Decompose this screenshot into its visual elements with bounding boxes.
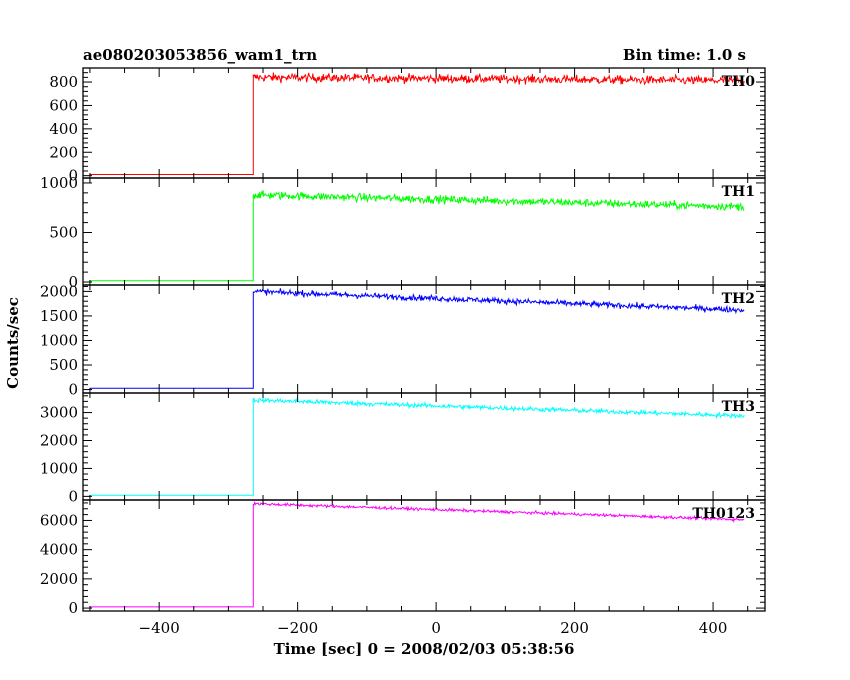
y-tick-label: 500 <box>49 356 78 374</box>
y-tick-label: 6000 <box>40 511 78 529</box>
lightcurve-th0 <box>89 72 745 175</box>
panel-name-th1: TH1 <box>722 184 755 200</box>
y-tick-label: 0 <box>68 167 78 185</box>
x-tick-label: 0 <box>431 619 441 637</box>
y-tick-label: 200 <box>49 143 78 161</box>
panel-frame <box>82 499 766 612</box>
chart-title: ae080203053856_wam1_trn <box>83 46 317 64</box>
y-tick-label: 0 <box>68 487 78 505</box>
y-tick-label: 0 <box>68 273 78 291</box>
panel-th2: 0 500 1000 1500 2000 TH2 <box>40 282 766 399</box>
x-axis-title: Time [sec] 0 = 2008/02/03 05:38:56 <box>274 640 575 658</box>
y-tick-label: 600 <box>49 96 78 114</box>
y-tick-label: 400 <box>49 120 78 138</box>
y-tick-label: 1500 <box>40 307 78 325</box>
panel-name-th0: TH0 <box>722 74 756 90</box>
x-tick-label: −200 <box>277 619 318 637</box>
panel-name-th0123: TH0123 <box>692 506 755 522</box>
y-tick-label: 500 <box>49 223 78 241</box>
panel-th0123: 0 2000 4000 6000 TH0123 <box>40 499 766 617</box>
y-tick-label: 1000 <box>40 331 78 349</box>
y-tick-label: 2000 <box>40 282 78 300</box>
y-tick-label: 1000 <box>40 174 78 192</box>
lightcurve-th2 <box>89 287 745 389</box>
panel-frame <box>82 392 766 501</box>
y-tick-label: 2000 <box>40 570 78 588</box>
x-tick-label: 200 <box>560 619 589 637</box>
panel-th3: 0 1000 2000 3000 TH3 <box>40 392 766 505</box>
y-tick-label: 800 <box>49 73 78 91</box>
lightcurve-th1 <box>89 190 745 282</box>
panel-frame <box>82 67 766 179</box>
panel-name-th2: TH2 <box>722 291 755 307</box>
y-tick-label: 4000 <box>40 541 78 559</box>
lightcurve-th0123 <box>89 500 745 608</box>
panel-frame <box>82 177 766 286</box>
y-axis-title: Counts/sec <box>4 297 22 389</box>
y-tick-label: 2000 <box>40 431 78 449</box>
panel-frame <box>82 284 766 394</box>
y-tick-label: 0 <box>68 381 78 399</box>
panel-name-th3: TH3 <box>722 399 755 415</box>
y-tick-label: 3000 <box>40 404 78 422</box>
panel-th1: 0 500 1000 TH1 <box>40 174 766 291</box>
y-tick-label: 1000 <box>40 459 78 477</box>
x-tick-label: 400 <box>699 619 728 637</box>
panel-th0: 0 200 400 600 800 TH0 <box>49 67 766 185</box>
bin-time-label: Bin time: 1.0 s <box>623 46 746 64</box>
y-tick-label: 0 <box>68 599 78 617</box>
lightcurve-th3 <box>89 396 745 496</box>
panels: 0 200 400 600 800 TH0 0 500 1000 TH1 0 500 1000 1500 2… <box>40 67 766 637</box>
x-tick-label: −400 <box>139 619 180 637</box>
